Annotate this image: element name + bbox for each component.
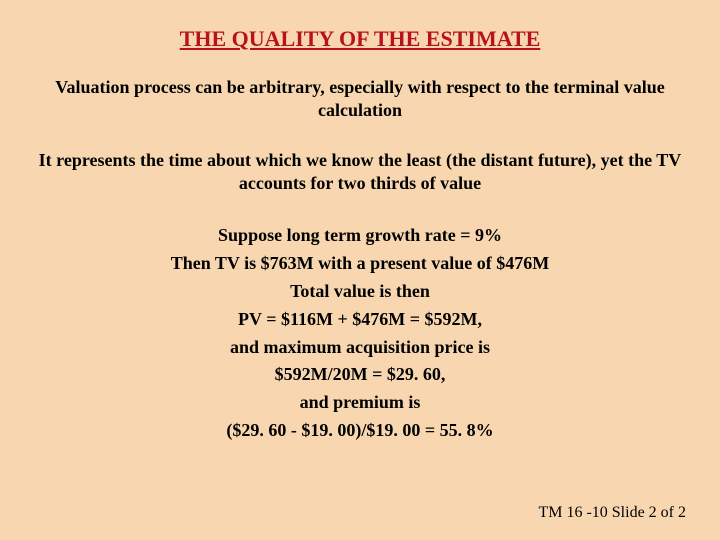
paragraph-2: It represents the time about which we kn… bbox=[30, 149, 690, 194]
slide-container: THE QUALITY OF THE ESTIMATE Valuation pr… bbox=[0, 0, 720, 540]
calc-line-3: Total value is then bbox=[30, 278, 690, 306]
paragraph-1: Valuation process can be arbitrary, espe… bbox=[30, 76, 690, 121]
calc-line-7: and premium is bbox=[30, 389, 690, 417]
slide-footer: TM 16 -10 Slide 2 of 2 bbox=[538, 504, 686, 522]
calculation-block: Suppose long term growth rate = 9% Then … bbox=[30, 222, 690, 445]
calc-line-8: ($29. 60 - $19. 00)/$19. 00 = 55. 8% bbox=[30, 417, 690, 445]
calc-line-6: $592M/20M = $29. 60, bbox=[30, 361, 690, 389]
slide-title: THE QUALITY OF THE ESTIMATE bbox=[30, 26, 690, 52]
calc-line-2: Then TV is $763M with a present value of… bbox=[30, 250, 690, 278]
calc-line-4: PV = $116M + $476M = $592M, bbox=[30, 306, 690, 334]
calc-line-1: Suppose long term growth rate = 9% bbox=[30, 222, 690, 250]
calc-line-5: and maximum acquisition price is bbox=[30, 334, 690, 362]
